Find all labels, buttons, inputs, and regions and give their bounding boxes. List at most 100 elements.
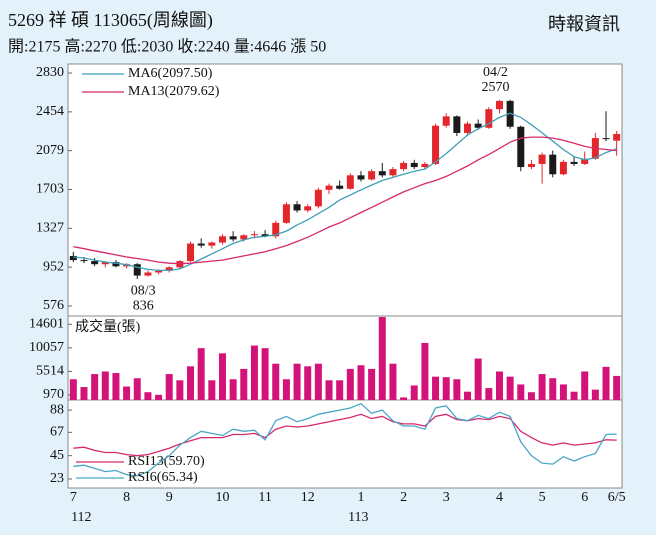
x-tick-label: 6/5 (608, 490, 626, 505)
candle-body (229, 236, 237, 240)
volume-bar (91, 374, 99, 400)
legend-label: RSI6(65.34) (128, 470, 198, 485)
candle-body (304, 206, 312, 211)
volume-bar (240, 368, 248, 400)
y-tick-label: 14601 (29, 317, 64, 332)
candle-body (559, 161, 567, 175)
volume-bar (325, 380, 333, 400)
annotation-value: 2570 (481, 80, 509, 95)
volume-bar (421, 342, 429, 400)
candle-body (527, 163, 535, 168)
candle-body (282, 204, 290, 223)
candle-body (101, 262, 109, 265)
volume-bar (197, 348, 205, 400)
candle-body (378, 171, 386, 176)
y-tick-label: 23 (50, 471, 64, 486)
x-tick-label: 4 (496, 490, 503, 505)
volume-bar (432, 376, 440, 400)
volume-bar (613, 375, 621, 400)
year-label: 113 (348, 510, 368, 525)
year-label: 112 (71, 510, 91, 525)
candle-body (432, 125, 440, 164)
candle-body (325, 185, 333, 190)
y-tick-label: 1703 (36, 182, 64, 197)
y-tick-label: 952 (43, 259, 64, 274)
x-tick-label: 2 (400, 490, 407, 505)
x-tick-label: 11 (258, 490, 271, 505)
candle-body (495, 100, 503, 110)
x-tick-label: 9 (166, 490, 173, 505)
x-tick-label: 1 (357, 490, 364, 505)
volume-panel (67, 315, 623, 401)
volume-bar (282, 379, 290, 400)
y-tick-label: 45 (50, 448, 64, 463)
candle-body (272, 222, 280, 237)
candle-body (197, 243, 205, 246)
candle-body (218, 236, 226, 243)
panel-title: 成交量(張) (75, 318, 141, 335)
rsi-line (73, 413, 617, 457)
candle-body (165, 267, 173, 271)
rsi-line (73, 402, 617, 477)
rsi-panel (67, 399, 623, 489)
volume-bar (602, 366, 610, 400)
ma-line (73, 136, 617, 265)
volume-bar (314, 363, 322, 400)
candle-body (474, 123, 482, 128)
candle-body (261, 234, 269, 237)
x-tick-label: 10 (215, 490, 229, 505)
candle-body (400, 162, 408, 170)
candle-body (602, 138, 610, 140)
candle-body (485, 109, 493, 128)
volume-bar (208, 380, 216, 400)
volume-bar (176, 380, 184, 400)
y-tick-label: 2079 (36, 143, 64, 158)
candle-body (314, 189, 322, 207)
volume-bar (304, 366, 312, 400)
candle-body (549, 154, 557, 175)
candle-body (357, 175, 365, 180)
volume-bar (69, 379, 77, 400)
volume-bar (293, 363, 301, 400)
candle-body (336, 185, 344, 189)
ma-line (73, 112, 617, 272)
volume-bar (80, 387, 88, 400)
x-tick-label: 6 (581, 490, 588, 505)
candle-body (80, 260, 88, 262)
volume-bar (187, 366, 195, 400)
volume-bar (453, 379, 461, 400)
x-tick-label: 12 (301, 490, 315, 505)
candle-body (208, 242, 216, 246)
volume-bar (133, 378, 141, 400)
volume-bar (261, 348, 269, 400)
volume-bar (357, 365, 365, 400)
volume-bar (346, 368, 354, 400)
x-tick-label: 5 (539, 490, 546, 505)
subtitle: 開:2175 高:2270 低:2030 收:2240 量:4646 漲 50 (8, 38, 326, 56)
annotation: 04/2 (483, 65, 508, 80)
legend-label: RSI13(59.70) (128, 454, 205, 469)
y-tick-label: 88 (50, 402, 64, 417)
volume-bar (368, 368, 376, 400)
x-tick-label: 8 (123, 490, 130, 505)
annotation-value: 836 (133, 298, 154, 313)
candle-body (155, 270, 163, 273)
y-tick-label: 2830 (36, 65, 64, 80)
y-tick-label: 970 (43, 387, 64, 402)
candle-body (69, 255, 77, 261)
x-tick-label: 3 (443, 490, 450, 505)
candle-body (453, 116, 461, 133)
volume-bar (378, 317, 386, 400)
volume-bar (101, 371, 109, 400)
volume-bar (549, 378, 557, 400)
x-tick-label: 7 (70, 490, 77, 505)
volume-bar (464, 391, 472, 400)
y-tick-label: 5514 (36, 364, 64, 379)
volume-bar (410, 385, 418, 400)
volume-bar (272, 363, 280, 400)
volume-bar (495, 371, 503, 400)
volume-bar (144, 392, 152, 400)
candle-body (112, 262, 120, 267)
candle-body (133, 264, 141, 276)
volume-bar (112, 373, 120, 400)
